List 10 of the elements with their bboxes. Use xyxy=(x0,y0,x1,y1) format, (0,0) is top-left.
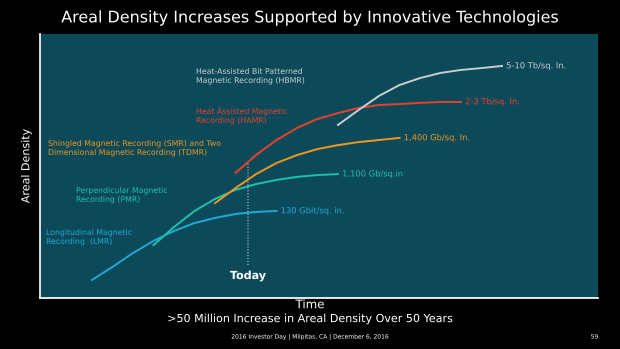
chart-title: Areal Density Increases Supported by Innovative Technologies xyxy=(61,10,558,26)
annotation: 1,400 Gb/sq. In. xyxy=(404,134,470,142)
annotation: 130 Gbit/sq. in. xyxy=(282,206,344,216)
annotation: Today xyxy=(230,270,266,282)
annotation: 1,100 Gb/sq.in xyxy=(343,170,402,178)
y-axis-title: Areal Density xyxy=(20,129,32,204)
annotation: 2-3 Tb/sq. In. xyxy=(466,98,520,106)
x-axis-title: Time xyxy=(296,299,324,308)
annotation: 5-10 Tb/sq. In. xyxy=(506,62,566,70)
text: >50 Million Increase in Areal Density Over 50 Years xyxy=(168,314,452,324)
